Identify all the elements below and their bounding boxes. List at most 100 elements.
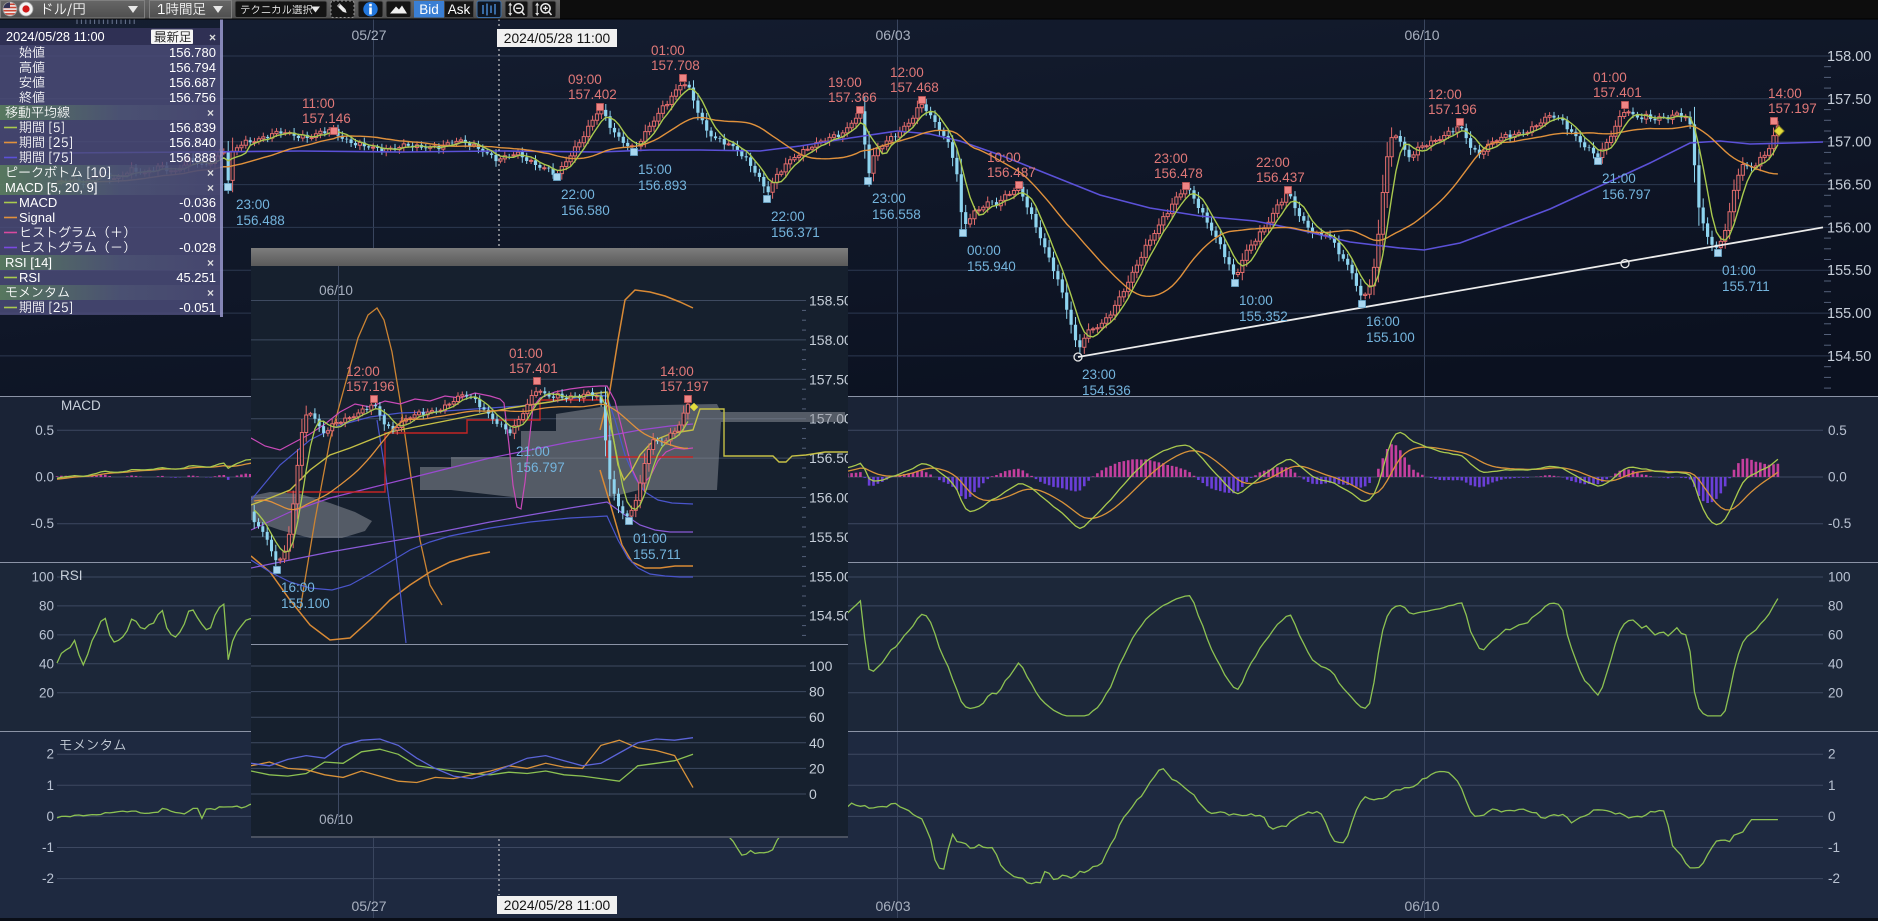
svg-text:23:00: 23:00 — [872, 191, 906, 206]
svg-text:157.401: 157.401 — [1593, 85, 1642, 100]
svg-text:0.0: 0.0 — [35, 470, 54, 485]
svg-text:158.00: 158.00 — [809, 332, 852, 348]
svg-text:157.50: 157.50 — [809, 371, 852, 387]
svg-text:22:00: 22:00 — [771, 209, 805, 224]
svg-text:0: 0 — [809, 786, 817, 802]
svg-text:156.50: 156.50 — [809, 450, 852, 466]
svg-text:00:00: 00:00 — [967, 243, 1001, 258]
svg-text:155.100: 155.100 — [1366, 330, 1415, 345]
svg-text:10:00: 10:00 — [1239, 293, 1273, 308]
svg-text:16:00: 16:00 — [1366, 314, 1400, 329]
svg-text:156.00: 156.00 — [809, 490, 852, 506]
svg-text:157.00: 157.00 — [1827, 135, 1871, 151]
svg-text:01:00: 01:00 — [633, 531, 667, 546]
svg-text:156.797: 156.797 — [516, 460, 565, 475]
svg-text:06/03: 06/03 — [875, 27, 910, 43]
svg-text:05/27: 05/27 — [351, 27, 386, 43]
svg-text:-2: -2 — [42, 871, 54, 886]
svg-text:15:00: 15:00 — [638, 162, 672, 177]
svg-text:156.794: 156.794 — [169, 60, 216, 75]
svg-text:-0.5: -0.5 — [1828, 516, 1851, 531]
svg-text:0: 0 — [46, 809, 54, 824]
svg-text:155.100: 155.100 — [281, 596, 330, 611]
svg-text:-0.028: -0.028 — [179, 240, 216, 255]
svg-text:-1: -1 — [42, 840, 54, 855]
svg-text:23:00: 23:00 — [236, 197, 270, 212]
svg-text:14:00: 14:00 — [1768, 86, 1802, 101]
svg-text:156.888: 156.888 — [169, 150, 216, 165]
svg-text:-0.051: -0.051 — [179, 300, 216, 315]
svg-text:156.488: 156.488 — [236, 213, 285, 228]
svg-text:14:00: 14:00 — [660, 364, 694, 379]
svg-text:155.711: 155.711 — [633, 547, 681, 562]
svg-text:155.50: 155.50 — [809, 529, 852, 545]
svg-text:157.50: 157.50 — [1827, 92, 1871, 108]
svg-text:157.708: 157.708 — [651, 58, 700, 73]
svg-text:×: × — [209, 31, 216, 45]
svg-text:100: 100 — [31, 570, 54, 585]
svg-text:2024/05/28 11:00: 2024/05/28 11:00 — [504, 31, 611, 46]
svg-text:22:00: 22:00 — [1256, 155, 1290, 170]
svg-text:21:00: 21:00 — [1602, 171, 1636, 186]
svg-text:-1: -1 — [1828, 840, 1840, 855]
svg-text:155.00: 155.00 — [1827, 306, 1871, 322]
svg-text:155.50: 155.50 — [1827, 263, 1871, 279]
svg-text:RSI [14]: RSI [14] — [5, 255, 52, 270]
svg-text:0.5: 0.5 — [1828, 423, 1847, 438]
svg-text:20: 20 — [39, 685, 54, 700]
svg-text:157.401: 157.401 — [509, 361, 558, 376]
svg-text:Signal: Signal — [19, 210, 55, 225]
svg-text:2024/05/28 11:00: 2024/05/28 11:00 — [6, 29, 105, 44]
svg-text:23:00: 23:00 — [1154, 151, 1188, 166]
svg-text:×: × — [207, 286, 214, 300]
svg-text:06/03: 06/03 — [875, 898, 910, 914]
svg-text:MACD [5, 20, 9]: MACD [5, 20, 9] — [5, 180, 97, 195]
svg-text:1: 1 — [46, 778, 54, 793]
svg-text:2024/05/28 11:00: 2024/05/28 11:00 — [504, 898, 611, 913]
svg-text:156.780: 156.780 — [169, 45, 216, 60]
svg-text:05/27: 05/27 — [351, 898, 386, 914]
svg-text:154.50: 154.50 — [1827, 349, 1871, 365]
svg-text:156.50: 156.50 — [1827, 178, 1871, 194]
svg-text:12:00: 12:00 — [890, 65, 924, 80]
svg-text:06/10: 06/10 — [1404, 898, 1439, 914]
svg-text:×: × — [207, 181, 214, 195]
svg-text:60: 60 — [39, 627, 54, 642]
svg-text:20: 20 — [809, 760, 825, 776]
svg-text:156.893: 156.893 — [638, 178, 687, 193]
svg-text:0: 0 — [1828, 809, 1836, 824]
svg-text:155.00: 155.00 — [809, 568, 852, 584]
svg-text:80: 80 — [1828, 598, 1843, 613]
svg-text:01:00: 01:00 — [1593, 70, 1627, 85]
svg-text:157.196: 157.196 — [1428, 102, 1477, 117]
svg-text:155.711: 155.711 — [1722, 279, 1770, 294]
svg-text:156.580: 156.580 — [561, 203, 610, 218]
svg-text:80: 80 — [809, 684, 825, 700]
svg-text:2: 2 — [1828, 747, 1836, 762]
svg-text:×: × — [207, 106, 214, 120]
svg-text:100: 100 — [809, 658, 833, 674]
svg-text:156.687: 156.687 — [169, 75, 216, 90]
svg-text:60: 60 — [1828, 627, 1843, 642]
svg-text:157.196: 157.196 — [346, 379, 395, 394]
svg-text:100: 100 — [1828, 570, 1851, 585]
svg-text:156.437: 156.437 — [1256, 170, 1305, 185]
svg-text:01:00: 01:00 — [651, 43, 685, 58]
svg-text:06/10: 06/10 — [1404, 27, 1439, 43]
svg-text:19:00: 19:00 — [828, 75, 862, 90]
svg-text:RSI: RSI — [19, 270, 41, 285]
svg-text:40: 40 — [39, 656, 54, 671]
svg-text:156.00: 156.00 — [1827, 220, 1871, 236]
svg-text:155.940: 155.940 — [967, 259, 1016, 274]
svg-text:40: 40 — [1828, 656, 1843, 671]
svg-text:-2: -2 — [1828, 871, 1840, 886]
svg-text:155.352: 155.352 — [1239, 309, 1288, 324]
svg-text:156.487: 156.487 — [987, 165, 1036, 180]
svg-text:157.197: 157.197 — [660, 379, 709, 394]
svg-text:21:00: 21:00 — [516, 444, 550, 459]
svg-text:RSI: RSI — [60, 568, 83, 583]
svg-text:0.0: 0.0 — [1828, 470, 1847, 485]
svg-text:10:00: 10:00 — [987, 150, 1021, 165]
svg-text:40: 40 — [809, 735, 825, 751]
svg-text:MACD: MACD — [61, 398, 101, 413]
